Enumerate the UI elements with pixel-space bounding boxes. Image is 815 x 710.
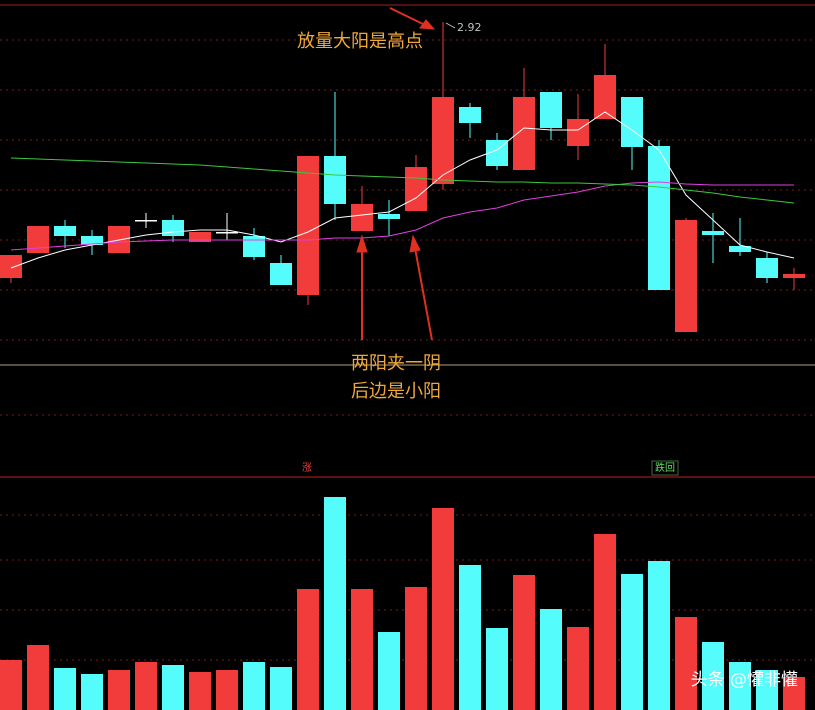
annotation: 后边是小阳 bbox=[351, 381, 441, 402]
volume-bar bbox=[783, 677, 805, 710]
candle-body bbox=[432, 97, 454, 184]
volume-bar bbox=[27, 645, 49, 710]
volume-bar bbox=[729, 662, 751, 710]
candle-body bbox=[351, 204, 373, 231]
candle-body bbox=[54, 226, 76, 236]
candle-body bbox=[324, 156, 346, 204]
volume-bar bbox=[594, 534, 616, 710]
grid bbox=[0, 39, 815, 661]
high-pointer bbox=[445, 22, 456, 29]
volume-bar bbox=[675, 617, 697, 710]
watermark: 头条 @懽非懽 bbox=[691, 670, 798, 690]
candle-body bbox=[567, 119, 589, 146]
candle-body bbox=[270, 263, 292, 285]
candle-body bbox=[378, 214, 400, 219]
volume-bar bbox=[378, 632, 400, 710]
candle-body bbox=[81, 236, 103, 245]
volume-bar bbox=[567, 627, 589, 710]
volume-bar bbox=[351, 589, 373, 710]
candle-body bbox=[459, 107, 481, 123]
candle-body bbox=[135, 220, 157, 222]
volume-bar bbox=[243, 662, 265, 710]
candle-body bbox=[675, 220, 697, 332]
candle-body bbox=[243, 236, 265, 257]
volume-bar bbox=[108, 670, 130, 710]
volume-bar bbox=[513, 575, 535, 710]
candle-body bbox=[0, 255, 22, 278]
annotation: 两阳夹一阴 bbox=[351, 353, 441, 374]
annotation: 放量大阳是高点 bbox=[297, 31, 423, 52]
volume-bar bbox=[648, 561, 670, 710]
arrows bbox=[356, 7, 436, 341]
volume-bar bbox=[297, 589, 319, 710]
candle-body bbox=[162, 220, 184, 236]
candle-body bbox=[756, 258, 778, 278]
ma-line bbox=[10, 157, 795, 204]
volume-bar bbox=[702, 642, 724, 710]
volume-bar bbox=[621, 574, 643, 710]
candle-body bbox=[486, 140, 508, 166]
volume-bar bbox=[135, 662, 157, 710]
volume-bar bbox=[81, 674, 103, 710]
candle-body bbox=[729, 246, 751, 252]
candle-body bbox=[648, 146, 670, 290]
volume-bar bbox=[270, 667, 292, 710]
candle-body bbox=[783, 274, 805, 278]
candle-body bbox=[702, 231, 724, 235]
volume-bar bbox=[405, 587, 427, 710]
marker: 涨 bbox=[302, 462, 312, 474]
volume-bar bbox=[540, 609, 562, 710]
volume-bar bbox=[216, 670, 238, 710]
volume-bar bbox=[432, 508, 454, 710]
candle-body bbox=[513, 97, 535, 170]
volume-bar bbox=[0, 660, 22, 710]
candle-body bbox=[621, 97, 643, 147]
ma-line bbox=[10, 181, 794, 251]
volume-bar bbox=[162, 665, 184, 710]
candle-body bbox=[594, 75, 616, 119]
volume-bar bbox=[54, 668, 76, 710]
candle-body bbox=[540, 92, 562, 128]
marker-box bbox=[651, 460, 679, 476]
volume-bar bbox=[459, 565, 481, 710]
volume-bar bbox=[324, 497, 346, 710]
candle-body bbox=[405, 167, 427, 211]
volume-bar bbox=[189, 672, 211, 710]
volume-bar bbox=[756, 670, 778, 710]
marker: 跌回 bbox=[655, 461, 675, 474]
candle-body bbox=[27, 226, 49, 253]
ma-line bbox=[10, 111, 795, 269]
candle-body bbox=[189, 232, 211, 242]
candle-body bbox=[297, 156, 319, 295]
high-label: 2.92 bbox=[457, 21, 482, 34]
candle-body bbox=[216, 232, 238, 234]
volume-bar bbox=[486, 628, 508, 710]
